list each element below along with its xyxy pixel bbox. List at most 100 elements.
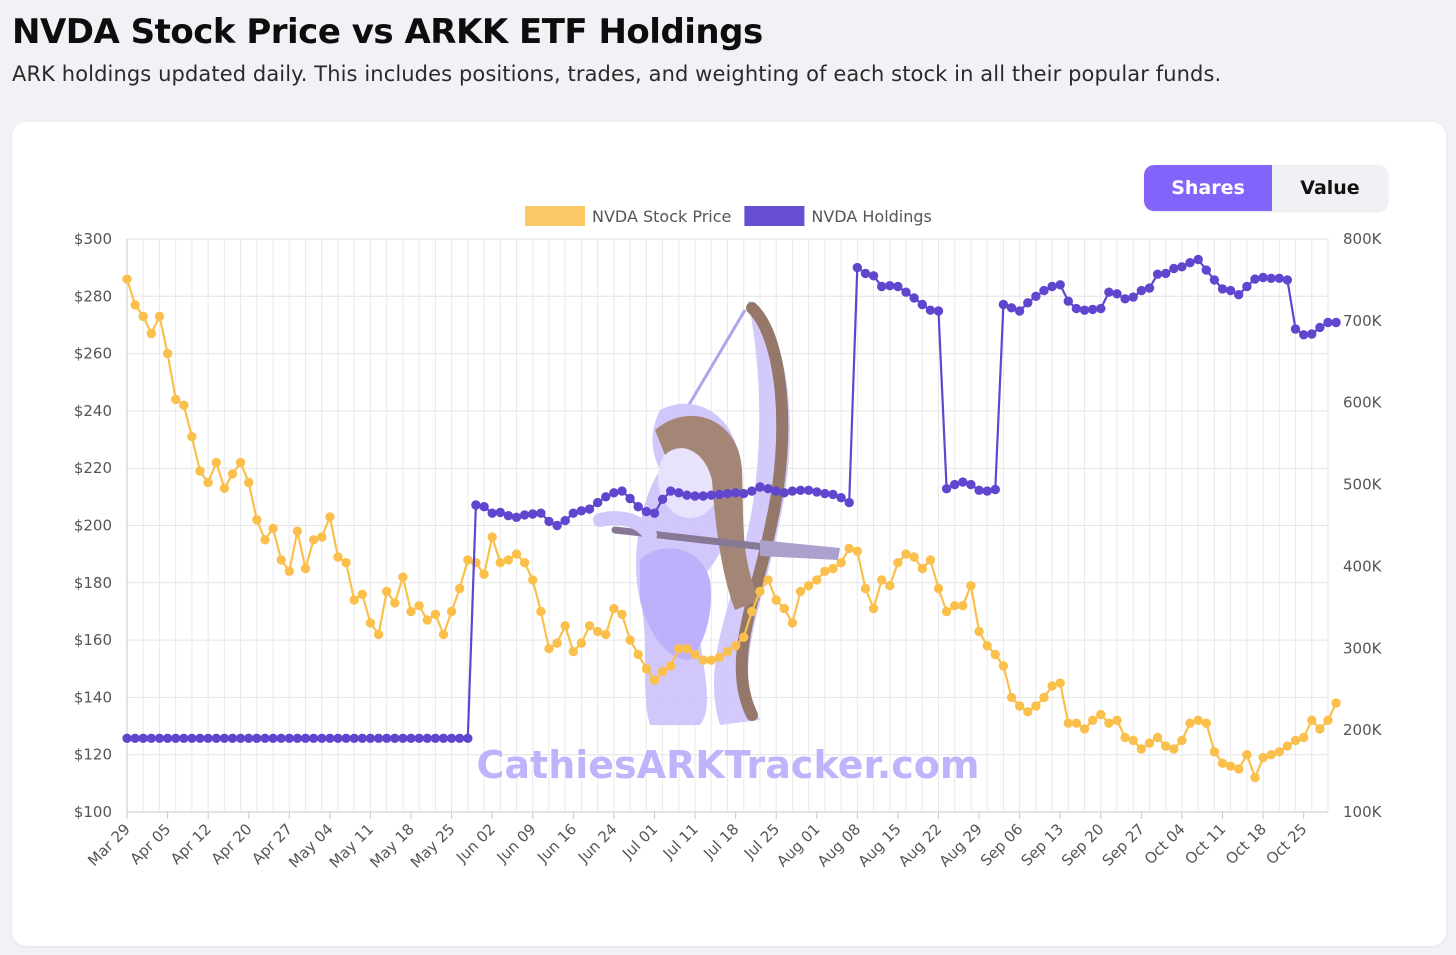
data-point	[1217, 284, 1228, 294]
legend-swatch	[744, 206, 805, 226]
data-point	[235, 733, 246, 743]
y-left-tick-label: $100	[74, 803, 112, 821]
x-tick-label: Jun 24	[574, 820, 621, 867]
legend-label[interactable]: NVDA Holdings	[811, 207, 931, 226]
x-tick-label: Aug 22	[895, 820, 945, 870]
data-point	[990, 484, 1000, 495]
x-tick-label: Jun 09	[493, 820, 540, 867]
data-point	[877, 575, 887, 585]
data-point	[422, 733, 432, 743]
data-point	[682, 644, 692, 654]
data-point	[1023, 298, 1033, 308]
value-button[interactable]: Value	[1272, 165, 1388, 211]
data-point	[325, 733, 335, 743]
data-point	[844, 497, 854, 508]
data-point	[901, 287, 911, 297]
data-point	[1136, 744, 1147, 754]
data-point	[820, 488, 830, 499]
data-point	[179, 400, 189, 410]
data-point	[1331, 317, 1341, 328]
data-point	[438, 629, 449, 640]
data-point	[682, 490, 692, 500]
data-point	[755, 586, 765, 597]
data-point	[1161, 741, 1171, 751]
data-point	[203, 477, 213, 488]
data-point	[909, 552, 919, 562]
data-point	[584, 621, 595, 631]
data-point	[739, 488, 749, 499]
data-point	[706, 655, 716, 665]
data-point	[795, 586, 806, 597]
data-point	[1088, 304, 1098, 315]
data-point	[601, 492, 611, 502]
data-point	[990, 649, 1000, 660]
data-point	[576, 506, 587, 516]
shares-button[interactable]: Shares	[1144, 165, 1272, 211]
data-point	[146, 328, 157, 339]
data-point	[487, 532, 497, 542]
y-right-tick-label: 300K	[1343, 639, 1383, 657]
data-point	[511, 549, 522, 559]
page-title: NVDA Stock Price vs ARKK ETF Holdings	[12, 12, 763, 52]
data-point	[657, 666, 668, 677]
data-point	[171, 733, 181, 743]
y-left-tick-label: $140	[74, 688, 112, 706]
data-point	[544, 644, 554, 654]
data-point	[503, 511, 514, 521]
data-point	[828, 489, 838, 500]
data-point	[844, 543, 854, 554]
data-point	[787, 618, 798, 628]
data-point	[909, 293, 919, 303]
data-point	[1290, 735, 1301, 746]
data-point	[560, 621, 570, 631]
x-tick-label: May 04	[285, 820, 337, 872]
data-point	[1104, 287, 1114, 297]
y-right-tick-label: 500K	[1343, 476, 1383, 494]
data-point	[333, 552, 343, 562]
legend-label[interactable]: NVDA Stock Price	[592, 207, 731, 226]
data-point	[828, 563, 838, 574]
data-point	[446, 606, 457, 617]
data-point	[479, 569, 489, 579]
data-point	[1323, 317, 1333, 328]
data-point	[803, 485, 814, 495]
data-point	[795, 485, 806, 495]
data-point	[820, 566, 830, 576]
data-point	[690, 491, 700, 501]
data-point	[284, 566, 294, 576]
data-point	[479, 502, 489, 512]
data-point	[730, 488, 741, 498]
x-tick-label: Sep 27	[1099, 820, 1149, 870]
data-point	[1299, 732, 1309, 743]
data-point	[1071, 718, 1082, 728]
data-point	[130, 733, 140, 743]
data-point	[1185, 258, 1195, 268]
x-tick-label: Jul 18	[699, 820, 742, 863]
data-point	[641, 664, 652, 674]
data-point	[860, 583, 871, 594]
data-point	[122, 733, 132, 743]
data-point	[933, 583, 944, 594]
y-left-tick-label: $240	[74, 402, 112, 420]
data-point	[1266, 750, 1276, 760]
data-point	[1193, 254, 1203, 265]
data-point	[674, 644, 684, 654]
data-point	[260, 733, 270, 743]
data-point	[666, 486, 676, 496]
data-point	[511, 512, 522, 522]
data-point	[235, 457, 246, 468]
data-point	[812, 575, 822, 585]
data-point	[341, 733, 351, 743]
data-point	[641, 506, 652, 517]
data-point	[463, 733, 473, 743]
data-point	[211, 457, 222, 468]
data-point	[1055, 678, 1065, 688]
data-point	[779, 488, 789, 498]
data-point	[276, 555, 286, 565]
data-point	[373, 733, 384, 743]
data-point	[1088, 715, 1098, 725]
data-point	[933, 306, 944, 316]
y-left-tick-label: $280	[74, 287, 112, 305]
data-point	[300, 733, 311, 743]
